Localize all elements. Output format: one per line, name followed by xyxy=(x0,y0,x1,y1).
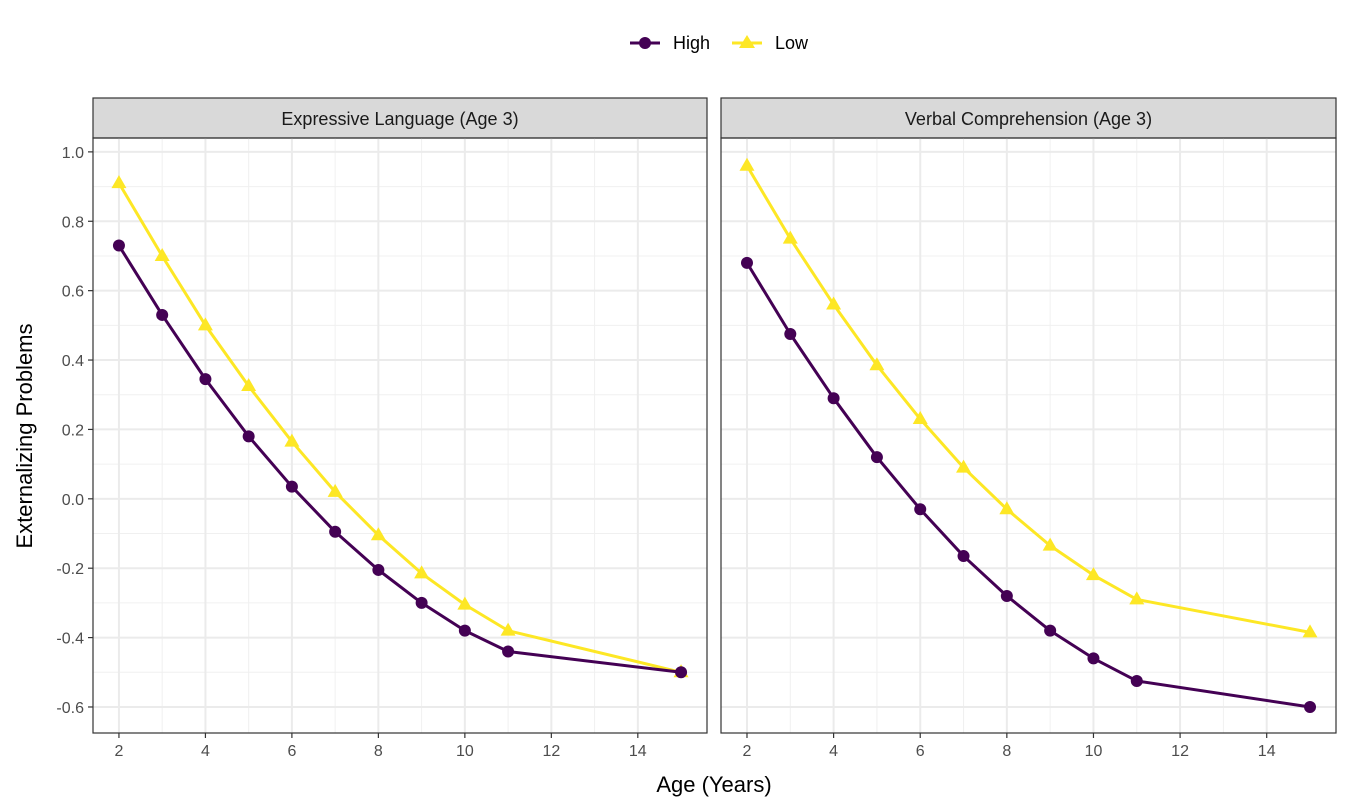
y-tick-label: 0.8 xyxy=(62,214,84,231)
data-point-low xyxy=(956,459,972,473)
series-layer xyxy=(739,157,1318,713)
data-point-low xyxy=(111,175,127,189)
data-point-low xyxy=(500,622,516,636)
x-tick-label: 12 xyxy=(542,743,560,760)
strip-title: Expressive Language (Age 3) xyxy=(281,109,518,129)
y-tick-label: 0.6 xyxy=(62,284,84,301)
data-point-low xyxy=(370,527,386,541)
y-tick-label: 0.4 xyxy=(62,353,84,370)
x-tick-label: 4 xyxy=(829,743,838,760)
y-tick-label: 0.0 xyxy=(62,492,84,509)
y-tick-label: -0.6 xyxy=(56,700,84,717)
data-point-low xyxy=(1302,624,1318,638)
data-point-high xyxy=(1000,589,1013,602)
data-point-high xyxy=(415,596,428,609)
data-point-low xyxy=(739,157,755,171)
x-tick-label: 6 xyxy=(287,743,296,760)
data-point-high xyxy=(285,480,298,493)
data-point-high xyxy=(372,563,385,576)
data-point-high xyxy=(675,666,688,679)
data-point-low xyxy=(241,378,257,392)
data-point-high xyxy=(957,550,970,563)
data-point-low xyxy=(782,230,798,244)
data-point-low xyxy=(197,317,213,331)
x-tick-label: 10 xyxy=(1085,743,1103,760)
strip-background xyxy=(720,97,1337,139)
legend-key-marker-high xyxy=(639,37,651,49)
legend-item-high: High xyxy=(630,33,710,53)
series-line-high xyxy=(117,244,682,674)
panel-expressive-language: Expressive Language (Age 3) 2 4 6 8 10 12 14 -… xyxy=(56,97,708,760)
data-point-high xyxy=(242,430,255,443)
data-point-high xyxy=(199,373,212,386)
panel-border xyxy=(720,137,1337,734)
data-point-low xyxy=(869,357,885,371)
data-point-high xyxy=(784,328,797,341)
data-point-high xyxy=(156,308,169,321)
data-point-high xyxy=(502,645,515,658)
data-point-high xyxy=(458,624,471,637)
data-point-low xyxy=(327,483,343,497)
x-tick-label: 8 xyxy=(374,743,383,760)
data-point-high xyxy=(1044,624,1057,637)
legend-key-marker-low xyxy=(739,35,755,48)
data-point-low xyxy=(1129,591,1145,605)
panel-verbal-comprehension: Verbal Comprehension (Age 3) 2 4 6 8 10 12 14 xyxy=(720,97,1337,760)
data-point-low xyxy=(826,296,842,310)
y-tick-label: 1.0 xyxy=(62,145,84,162)
grid xyxy=(721,138,1336,733)
y-tick-label: -0.4 xyxy=(56,631,84,648)
data-point-high xyxy=(1130,674,1143,687)
x-axis: 2 4 6 8 10 12 14 xyxy=(114,733,647,760)
data-point-high xyxy=(870,451,883,464)
x-tick-label: 6 xyxy=(916,743,925,760)
y-tick-label: 0.2 xyxy=(62,422,84,439)
series-line-low xyxy=(117,182,682,674)
x-tick-label: 14 xyxy=(1258,743,1276,760)
x-tick-label: 2 xyxy=(114,743,123,760)
data-point-low xyxy=(1085,567,1101,581)
series-line-high xyxy=(745,262,1311,709)
series-layer xyxy=(111,175,689,679)
data-point-high xyxy=(914,503,927,516)
data-point-low xyxy=(999,501,1015,515)
strip-title: Verbal Comprehension (Age 3) xyxy=(905,109,1152,129)
data-point-high xyxy=(329,525,342,538)
legend-item-low: Low xyxy=(732,33,809,53)
x-axis-title: Age (Years) xyxy=(656,772,771,797)
data-point-high xyxy=(1087,652,1100,665)
data-point-low xyxy=(457,596,473,610)
data-point-high xyxy=(740,256,753,269)
strip-background xyxy=(92,97,708,139)
x-tick-label: 10 xyxy=(456,743,474,760)
x-tick-label: 2 xyxy=(743,743,752,760)
grid xyxy=(93,138,707,733)
data-point-low xyxy=(154,247,170,261)
y-axis-title: Externalizing Problems xyxy=(12,324,37,549)
legend-label-low: Low xyxy=(775,33,809,53)
legend: High Low xyxy=(630,33,809,53)
x-tick-label: 14 xyxy=(629,743,647,760)
data-point-high xyxy=(1304,700,1317,713)
legend-label-high: High xyxy=(673,33,710,53)
data-point-low xyxy=(414,565,430,579)
x-axis: 2 4 6 8 10 12 14 xyxy=(743,733,1276,760)
data-point-low xyxy=(912,411,928,425)
data-point-high xyxy=(112,239,125,252)
x-tick-label: 4 xyxy=(201,743,210,760)
panel-border xyxy=(92,137,708,734)
y-axis: -0.6 -0.4 -0.2 0.0 0.2 0.4 0.6 0.8 1.0 xyxy=(56,145,93,717)
data-point-high xyxy=(827,392,840,405)
y-tick-label: -0.2 xyxy=(56,561,84,578)
x-tick-label: 8 xyxy=(1002,743,1011,760)
data-point-low xyxy=(284,433,300,447)
data-point-low xyxy=(1042,537,1058,551)
x-tick-label: 12 xyxy=(1171,743,1189,760)
